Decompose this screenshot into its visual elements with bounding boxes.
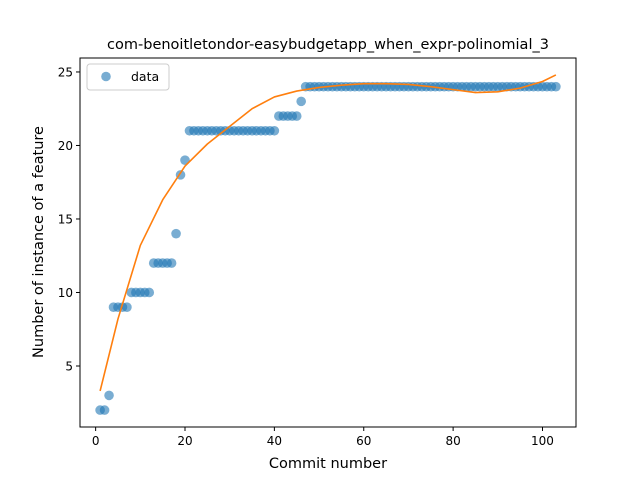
plot-marks — [95, 74, 561, 415]
x-tick-label: 80 — [445, 434, 460, 448]
data-point — [99, 405, 110, 415]
x-tick-label: 0 — [92, 434, 100, 448]
x-axis-ticks: 0 20 40 60 80 100 — [92, 427, 554, 448]
data-point — [296, 96, 306, 107]
chart-title: com-benoitletondor-easybudgetapp_when_ex… — [107, 37, 549, 53]
data-point — [269, 125, 280, 136]
legend-marker-data — [101, 71, 111, 82]
y-axis-ticks: 5 10 15 20 25 — [58, 65, 80, 373]
x-tick-label: 100 — [531, 434, 554, 448]
y-axis-label: Number of instance of a feature — [31, 126, 47, 358]
data-point — [291, 111, 302, 121]
data-point — [122, 302, 132, 312]
data-point — [144, 287, 155, 298]
y-tick-label: 25 — [58, 65, 73, 79]
x-tick-label: 60 — [356, 434, 371, 448]
legend-box — [86, 63, 170, 91]
plot-frame — [79, 57, 577, 428]
x-tick-label: 20 — [177, 434, 192, 448]
fit-line — [99, 74, 557, 392]
y-tick-label: 15 — [58, 212, 73, 226]
x-axis-label: Commit number — [269, 456, 387, 472]
data-point — [166, 258, 177, 268]
data-point — [104, 390, 114, 401]
data-point — [171, 228, 181, 239]
data-point — [551, 81, 561, 92]
y-tick-label: 10 — [58, 286, 73, 300]
y-tick-label: 5 — [65, 359, 73, 373]
legend: data — [86, 63, 170, 91]
legend-entry-data: data — [131, 69, 159, 84]
y-tick-label: 20 — [58, 139, 73, 153]
x-tick-label: 40 — [267, 434, 282, 448]
